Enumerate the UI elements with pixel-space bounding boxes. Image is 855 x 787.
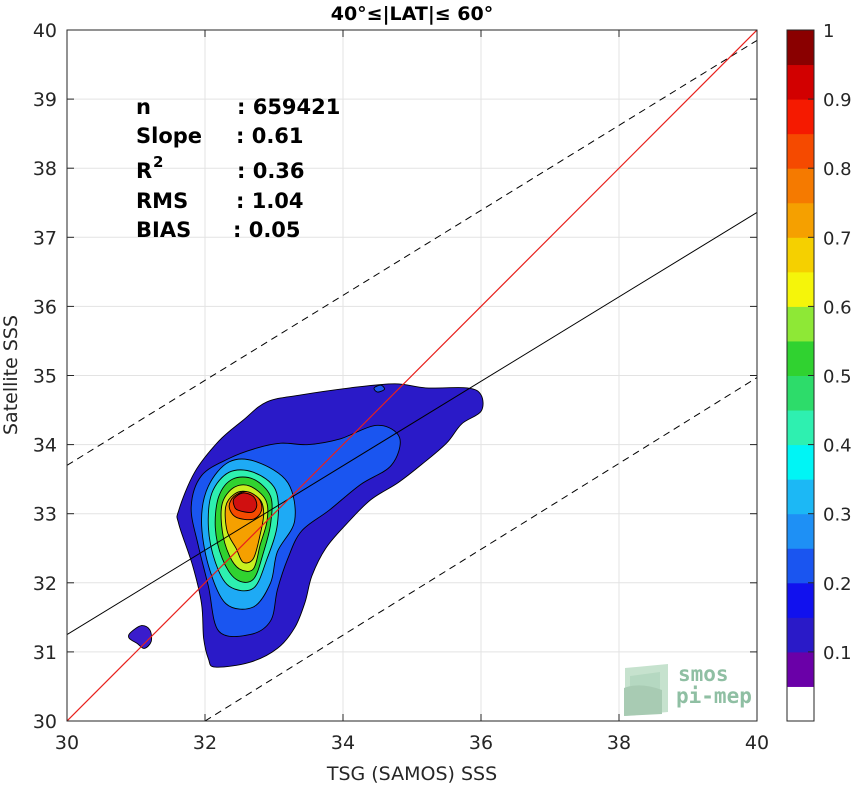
stats-value: : 0.36 xyxy=(237,159,305,183)
colorbar-label: 0.9 xyxy=(823,90,852,111)
colorbar-segment xyxy=(787,237,814,273)
colorbar-label: 0.6 xyxy=(823,297,852,318)
y-tick-label: 36 xyxy=(33,296,57,318)
stats-label: R xyxy=(136,159,152,183)
stats-label-superscript: 2 xyxy=(153,153,163,171)
upper-bound-line xyxy=(67,39,757,466)
x-tick-label: 32 xyxy=(193,732,217,754)
stats-label: BIAS xyxy=(136,218,191,242)
logo-icon xyxy=(624,664,668,716)
stats-value: : 659421 xyxy=(237,95,340,119)
fit-lines xyxy=(67,30,757,721)
colorbar-segment xyxy=(787,513,814,549)
y-tick-label: 35 xyxy=(33,366,57,388)
stats-value: : 1.04 xyxy=(236,189,304,213)
chart-title: 40°≤|LAT|≤ 60° xyxy=(331,3,494,25)
x-tick-label: 38 xyxy=(607,732,631,754)
logo-text-smos: smos xyxy=(678,662,729,686)
colorbar-segment xyxy=(787,271,814,307)
colorbar-segment xyxy=(787,64,814,100)
x-tick-label: 34 xyxy=(331,732,355,754)
y-tick-label: 39 xyxy=(33,89,57,111)
colorbar-segment xyxy=(787,99,814,135)
lower-bound-line xyxy=(204,377,757,721)
colorbar-label: 0.4 xyxy=(823,436,852,457)
colorbar-label: 0.3 xyxy=(823,505,852,526)
y-tick-label: 34 xyxy=(33,435,57,457)
y-tick-label: 32 xyxy=(33,573,57,595)
x-tick-label: 40 xyxy=(745,732,769,754)
colorbar-label: 1 xyxy=(823,21,834,42)
stats-label: n xyxy=(136,95,151,119)
y-tick-label: 31 xyxy=(33,642,57,664)
x-tick-label: 36 xyxy=(469,732,493,754)
y-axis-title: Satellite SSS xyxy=(0,315,22,435)
stats-value: : 0.05 xyxy=(233,218,301,242)
colorbar-segment xyxy=(787,30,814,66)
colorbar-segment xyxy=(787,479,814,515)
colorbar: 0.1 0.2 0.3 0.4 0.5 0.6 0.7 0.8 0.9 1 xyxy=(786,21,852,722)
colorbar-segment xyxy=(787,410,814,446)
stats-box: n : 659421 Slope : 0.61 R 2 : 0.36 RMS : 1.04 BIA… xyxy=(136,95,340,242)
contour-level-0-9 xyxy=(232,492,258,513)
colorbar-segment xyxy=(787,548,814,584)
colorbar-label: 0.7 xyxy=(823,228,852,249)
x-axis-title: TSG (SAMOS) SSS xyxy=(326,763,497,785)
logo-text-pimep: pi-mep xyxy=(676,684,752,708)
colorbar-segment xyxy=(787,168,814,204)
stats-label: Slope xyxy=(136,124,202,148)
contour-fills xyxy=(128,383,484,668)
axis-ticks: 30 32 34 36 38 40 30 31 32 33 34 35 36 37 38 39 40 xyxy=(33,20,769,754)
y-tick-label: 37 xyxy=(33,227,57,249)
stats-value: : 0.61 xyxy=(236,124,304,148)
regression-line xyxy=(67,211,757,636)
y-tick-label: 30 xyxy=(33,711,57,733)
colorbar-label: 0.2 xyxy=(823,574,852,595)
identity-line xyxy=(67,30,757,721)
colorbar-segment xyxy=(787,340,814,376)
colorbar-label: 0.8 xyxy=(823,159,852,180)
colorbar-segment xyxy=(787,202,814,238)
colorbar-segment xyxy=(787,617,814,653)
watermark-logo: smos pi-mep xyxy=(624,662,752,716)
colorbar-segment xyxy=(787,651,814,687)
y-tick-label: 38 xyxy=(33,158,57,180)
y-tick-label: 40 xyxy=(33,20,57,42)
contour-level-0-1 xyxy=(373,384,385,393)
colorbar-segment xyxy=(787,686,814,722)
colorbar-segment xyxy=(787,306,814,342)
colorbar-segment xyxy=(787,375,814,411)
colorbar-segment xyxy=(787,582,814,618)
colorbar-label: 0.5 xyxy=(823,367,852,388)
y-tick-label: 33 xyxy=(33,504,57,526)
stats-label: RMS xyxy=(136,189,188,213)
colorbar-label: 0.1 xyxy=(823,643,852,664)
x-tick-label: 30 xyxy=(55,732,79,754)
colorbar-segment xyxy=(787,444,814,480)
colorbar-segment xyxy=(787,133,814,169)
